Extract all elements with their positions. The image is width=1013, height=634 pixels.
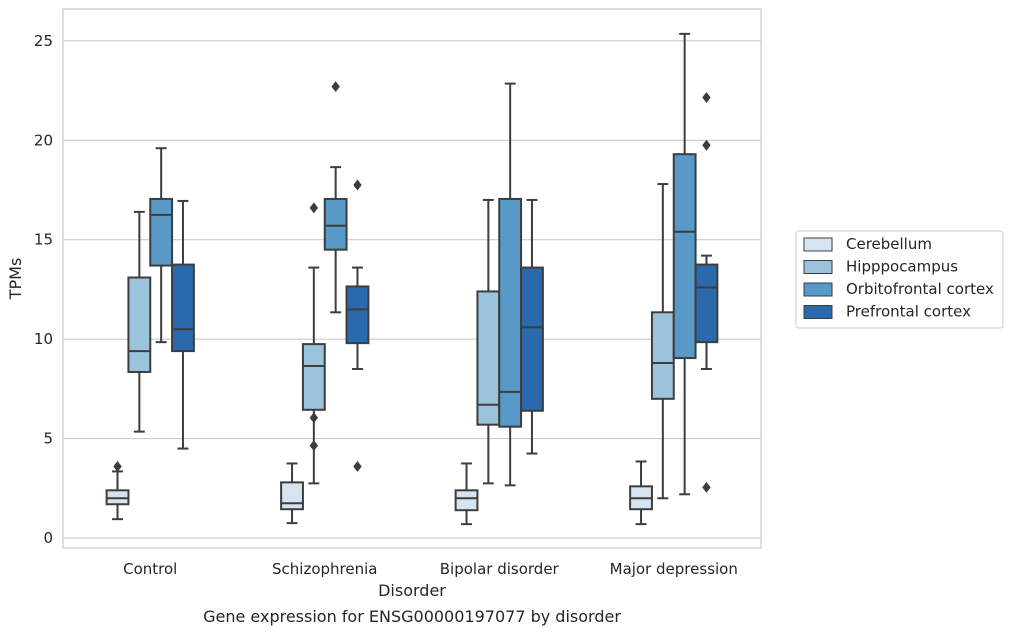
outlier-point-0 <box>113 460 122 472</box>
outlier-point-0 <box>702 92 711 103</box>
legend-label: Prefrontal cortex <box>846 303 971 321</box>
box-3-0 <box>629 460 653 526</box>
x-tick-label-1: Schizophrenia <box>272 560 377 578</box>
outlier-point-2 <box>309 440 319 452</box>
x-tick-label-0: Control <box>123 560 177 578</box>
y-tick-label-5: 5 <box>43 430 53 448</box>
box-body <box>650 311 675 400</box>
box-body <box>127 276 152 373</box>
box-0-2 <box>149 147 174 344</box>
legend-label: Hipppocampus <box>846 258 958 276</box>
box-1-2 <box>323 81 348 314</box>
legend-swatch <box>803 305 833 319</box>
box-body <box>280 481 304 511</box>
x-tick-label-2: Bipolar disorder <box>440 560 560 578</box>
box-body <box>171 263 195 353</box>
outlier-point-0 <box>309 202 319 214</box>
legend-item-2: Orbitofrontal cortex <box>803 280 994 298</box>
box-0-1 <box>127 210 152 433</box>
legend-item-0: Cerebellum <box>803 235 932 253</box>
box-3-1 <box>650 183 675 500</box>
box-1-1 <box>301 202 326 485</box>
box-body <box>694 263 719 344</box>
box-plot-series <box>105 32 719 526</box>
outlier-point-1 <box>309 412 319 424</box>
box-2-1 <box>476 198 501 485</box>
legend-swatch <box>803 237 833 252</box>
legend-frame <box>795 230 1004 329</box>
legend-swatch <box>803 260 833 274</box>
box-body <box>323 197 348 251</box>
box-2-2 <box>498 82 523 487</box>
y-axis-label: TPMs <box>6 258 25 301</box>
chart-caption: Gene expression for ENSG00000197077 by d… <box>203 607 621 626</box>
box-body <box>345 285 370 345</box>
y-tick-label-20: 20 <box>34 131 53 149</box>
outlier-point-1 <box>353 460 362 472</box>
legend-items: Cerebellum Hipppocampus Orbitofrontal cort… <box>803 235 994 321</box>
box-3-3 <box>694 92 719 493</box>
box-body <box>454 489 479 512</box>
legend-label: Cerebellum <box>846 235 932 253</box>
outlier-point-1 <box>702 139 711 151</box>
box-1-3 <box>345 179 370 472</box>
box-body <box>672 153 697 360</box>
y-tick-label-10: 10 <box>34 330 53 348</box>
legend-swatch <box>803 282 833 297</box>
box-3-2 <box>672 32 697 496</box>
x-tick-label-3: Major depression <box>610 560 738 578</box>
x-axis-label: Disorder <box>378 581 446 600</box>
outlier-point-2 <box>702 481 711 493</box>
box-body <box>149 197 174 267</box>
x-tick-labels: Control Schizophrenia Bipolar disorder Majo… <box>123 560 738 578</box>
y-tick-label-15: 15 <box>34 231 53 249</box>
grid-lines <box>63 40 761 539</box>
legend: Cerebellum Hipppocampus Orbitofrontal cort… <box>795 230 1004 329</box>
y-tick-label-25: 25 <box>34 32 53 50</box>
y-tick-labels: 0 5 10 15 20 25 <box>34 32 53 547</box>
box-body <box>520 266 544 412</box>
box-2-3 <box>520 198 544 455</box>
box-0-0 <box>105 460 130 521</box>
outlier-point-0 <box>353 179 362 191</box>
box-2-0 <box>454 462 479 526</box>
y-tick-label-0: 0 <box>43 529 53 547</box>
box-body <box>301 343 326 411</box>
box-1-0 <box>280 462 304 525</box>
plot-frame <box>62 8 762 549</box>
legend-item-1: Hipppocampus <box>803 258 958 276</box>
legend-label: Orbitofrontal cortex <box>846 280 994 298</box>
outlier-point-0 <box>331 81 340 93</box>
box-0-3 <box>171 199 195 450</box>
legend-item-3: Prefrontal cortex <box>803 303 971 321</box>
